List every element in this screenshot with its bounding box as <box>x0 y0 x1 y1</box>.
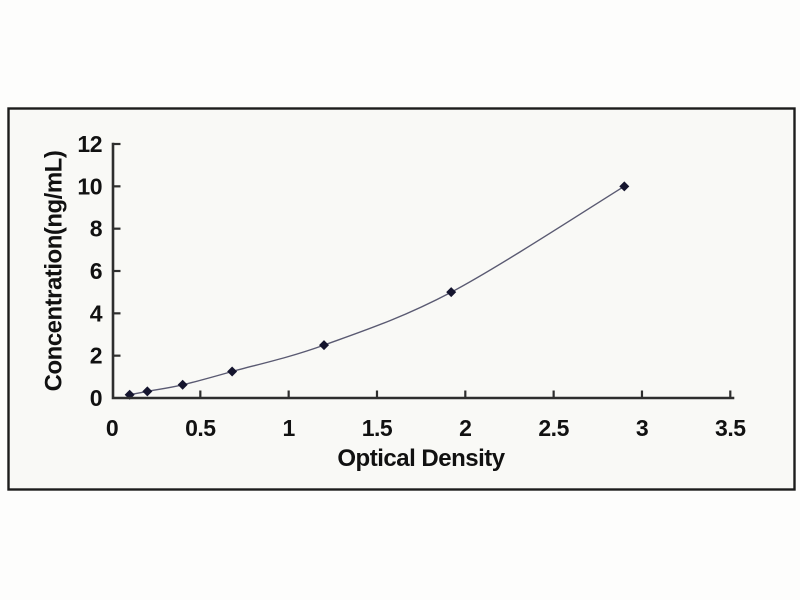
x-tick-label: 2.5 <box>538 415 569 441</box>
data-point-marker <box>318 340 329 351</box>
y-tick-label: 12 <box>77 131 102 157</box>
y-tick-label: 10 <box>77 173 102 199</box>
y-axis-label: Concentration(ng/mL) <box>40 151 67 392</box>
x-tick-label: 2 <box>459 415 471 441</box>
data-point-marker <box>142 386 153 397</box>
plot-frame <box>7 107 796 491</box>
data-point-marker <box>177 379 188 390</box>
ticks-layer <box>113 142 732 398</box>
y-tick-label: 2 <box>90 343 102 369</box>
x-tick-label: 1.5 <box>362 415 393 441</box>
x-tick-label: 0.5 <box>185 415 216 441</box>
data-point-marker <box>227 366 238 377</box>
x-tick-label: 3 <box>636 415 648 441</box>
y-tick-label: 0 <box>90 385 102 411</box>
x-axis-label: Optical Density <box>337 445 505 472</box>
y-tick-label: 4 <box>90 300 103 326</box>
x-tick-label: 1 <box>283 415 296 441</box>
x-tick-label: 3.5 <box>715 415 746 441</box>
tick-labels-layer: 0 0.5 1 1.5 2 2.5 3 3.5 0 2 4 6 8 10 12 <box>77 131 746 441</box>
y-tick-label: 8 <box>90 216 103 242</box>
data-point-marker <box>446 287 457 298</box>
y-tick-label: 6 <box>90 258 102 284</box>
x-tick-label: 0 <box>106 415 118 441</box>
data-point-marker <box>619 181 630 192</box>
